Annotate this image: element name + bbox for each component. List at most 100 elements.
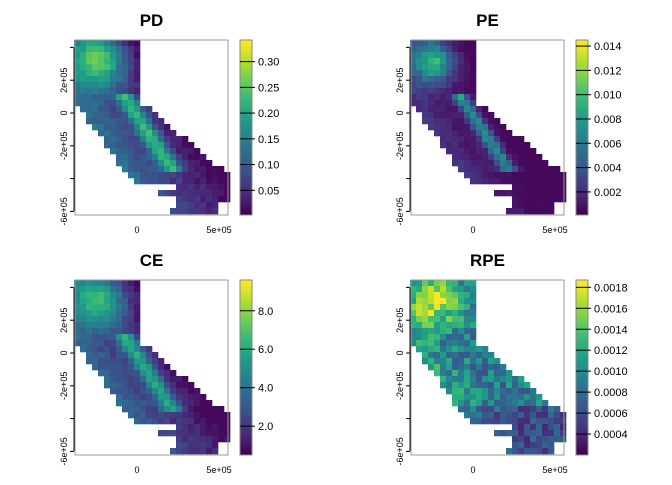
raster-cell	[200, 202, 207, 209]
raster-cell	[140, 148, 147, 155]
raster-cell	[446, 292, 453, 299]
raster-cell	[164, 382, 171, 389]
raster-cell	[458, 394, 465, 401]
raster-cell	[422, 286, 429, 293]
raster-cell	[170, 130, 177, 137]
raster-cell	[428, 364, 435, 371]
raster-cell	[194, 394, 201, 401]
raster-cell	[134, 406, 141, 413]
raster-cell	[530, 208, 537, 215]
raster-cell	[194, 388, 201, 395]
raster-cell	[530, 448, 537, 455]
colorbar-segment	[240, 317, 252, 322]
raster-cell	[542, 208, 549, 215]
plot-box	[74, 279, 229, 456]
raster-cell	[104, 136, 111, 143]
raster-cell	[476, 112, 483, 119]
raster-cell	[92, 94, 99, 101]
colorbar-tick-label: 0.010	[594, 90, 622, 102]
raster-cell	[506, 376, 513, 383]
raster-cell	[434, 82, 441, 89]
raster-cell	[548, 202, 555, 209]
raster-cell	[542, 160, 549, 167]
raster-cell	[446, 142, 453, 149]
raster-cell	[440, 364, 447, 371]
raster-cell	[470, 148, 477, 155]
raster-cell	[80, 100, 87, 107]
raster-cell	[176, 136, 183, 143]
raster-cell	[542, 202, 549, 209]
raster-cell	[488, 382, 495, 389]
raster-cell	[458, 364, 465, 371]
raster-cell	[104, 304, 111, 311]
raster-cell	[512, 412, 519, 419]
raster-cell	[410, 340, 417, 347]
raster-cell	[116, 148, 123, 155]
raster-cell	[224, 430, 231, 437]
raster-cell	[446, 388, 453, 395]
raster-cell	[146, 412, 153, 419]
raster-cell	[110, 124, 117, 131]
raster-cell	[470, 322, 477, 329]
raster-cell	[110, 118, 117, 125]
raster-cell	[452, 130, 459, 137]
raster-cell	[464, 142, 471, 149]
raster-cell	[446, 346, 453, 353]
raster-cell	[464, 58, 471, 65]
raster-cell	[92, 292, 99, 299]
raster-cell	[476, 130, 483, 137]
raster-cell	[104, 52, 111, 59]
colorbar-segment	[240, 396, 252, 401]
raster-cell	[416, 340, 423, 347]
raster-cell	[188, 142, 195, 149]
raster-cell	[182, 196, 189, 203]
raster-cell	[110, 280, 117, 287]
x-tick-label: 5e+05	[542, 465, 567, 475]
colorbar-segment	[576, 101, 588, 105]
raster-cell	[464, 292, 471, 299]
colorbar-segment	[240, 45, 252, 50]
colorbar-segment	[240, 83, 252, 88]
raster-cell	[116, 334, 123, 341]
colorbar-segment	[240, 80, 252, 85]
colorbar-segment	[240, 89, 252, 93]
raster-cell	[164, 388, 171, 395]
raster-cell	[482, 346, 489, 353]
raster-cell	[488, 388, 495, 395]
raster-cell	[116, 40, 123, 47]
raster-cell	[158, 394, 165, 401]
raster-cell	[542, 400, 549, 407]
raster-cell	[110, 340, 117, 347]
x-tick-label: 5e+05	[542, 225, 567, 235]
raster-cell	[506, 448, 513, 455]
raster-cell	[104, 358, 111, 365]
raster-cell	[536, 172, 543, 179]
raster-cell	[104, 298, 111, 305]
raster-cell	[86, 94, 93, 101]
raster-cell	[458, 358, 465, 365]
raster-cell	[428, 298, 435, 305]
colorbar-segment	[576, 130, 588, 134]
raster-cell	[452, 58, 459, 65]
raster-cell	[512, 190, 519, 197]
raster-cell	[134, 418, 141, 425]
colorbar-segment	[240, 139, 252, 143]
raster-cell	[140, 364, 147, 371]
raster-cell	[146, 112, 153, 119]
raster-cell	[122, 358, 129, 365]
raster-cell	[194, 436, 201, 443]
colorbar-segment	[240, 42, 252, 47]
raster-cell	[464, 394, 471, 401]
raster-cell	[86, 328, 93, 335]
raster-cell	[416, 70, 423, 77]
raster-cell	[500, 364, 507, 371]
raster-cell	[458, 328, 465, 335]
raster-cell	[116, 94, 123, 101]
colorbar-segment	[576, 387, 588, 392]
raster-cell	[488, 118, 495, 125]
raster-cell	[494, 118, 501, 125]
raster-cell	[500, 382, 507, 389]
raster-cell	[488, 376, 495, 383]
raster-cell	[146, 406, 153, 413]
